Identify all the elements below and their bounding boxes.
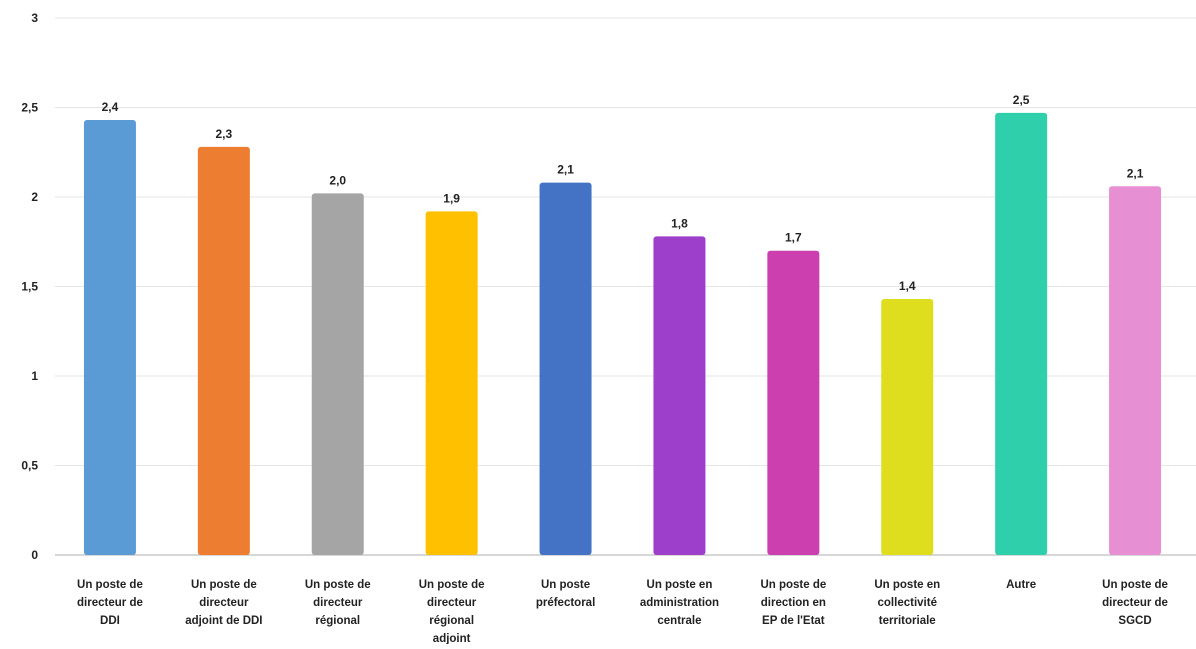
- data-labels: 2,4 2,3 2,0 1,9 2,1 1,8 1,7 1,4 2,5 2,1: [102, 93, 1144, 293]
- y-tick-label: 1,5: [21, 280, 38, 294]
- x-tick-label: Un poste de directeur de DDI: [77, 579, 143, 627]
- x-axis-labels: Un poste de directeur de DDI Un poste de dir…: [77, 579, 1168, 645]
- bar: [539, 182, 592, 555]
- bar: [197, 146, 250, 555]
- x-tick-label: Un poste de directeur régional: [305, 579, 371, 627]
- x-tick-label: Un poste préfectoral: [536, 579, 595, 609]
- x-tick-label: Un poste en administration centrale: [640, 579, 719, 627]
- data-label: 1,4: [899, 279, 916, 293]
- bar: [881, 299, 934, 555]
- data-label: 2,3: [216, 127, 233, 141]
- bar: [425, 211, 478, 555]
- bars: [83, 112, 1162, 556]
- data-label: 2,0: [329, 173, 346, 187]
- data-label: 1,7: [785, 231, 802, 245]
- x-tick-label: Un poste de directeur de SGCD: [1102, 579, 1168, 627]
- y-tick-label: 2: [31, 190, 38, 204]
- x-tick-label: Un poste en collectivité territoriale: [874, 579, 940, 627]
- bar: [653, 236, 706, 555]
- data-label: 1,8: [671, 216, 688, 230]
- bar: [1109, 186, 1162, 555]
- y-tick-label: 3: [31, 11, 38, 25]
- x-tick-label: Un poste de direction en EP de l'Etat: [760, 579, 826, 627]
- data-label: 2,1: [557, 163, 574, 177]
- data-label: 2,4: [102, 100, 119, 114]
- x-tick-label: Autre: [1006, 579, 1036, 591]
- bar: [995, 112, 1048, 556]
- bar: [767, 250, 820, 555]
- y-axis-ticks: 0 0,5 1 1,5 2 2,5 3: [21, 11, 38, 562]
- data-label: 1,9: [443, 191, 460, 205]
- y-tick-label: 0: [31, 548, 38, 562]
- bar: [311, 193, 364, 556]
- y-tick-label: 2,5: [21, 101, 38, 115]
- y-tick-label: 0,5: [21, 459, 38, 473]
- bar: [83, 120, 136, 555]
- y-tick-label: 1: [31, 369, 38, 383]
- x-tick-label: Un poste de directeur régional adjoint: [419, 579, 485, 644]
- data-label: 2,5: [1013, 93, 1030, 107]
- x-tick-label: Un poste de directeur adjoint de DDI: [185, 579, 262, 627]
- data-label: 2,1: [1127, 166, 1144, 180]
